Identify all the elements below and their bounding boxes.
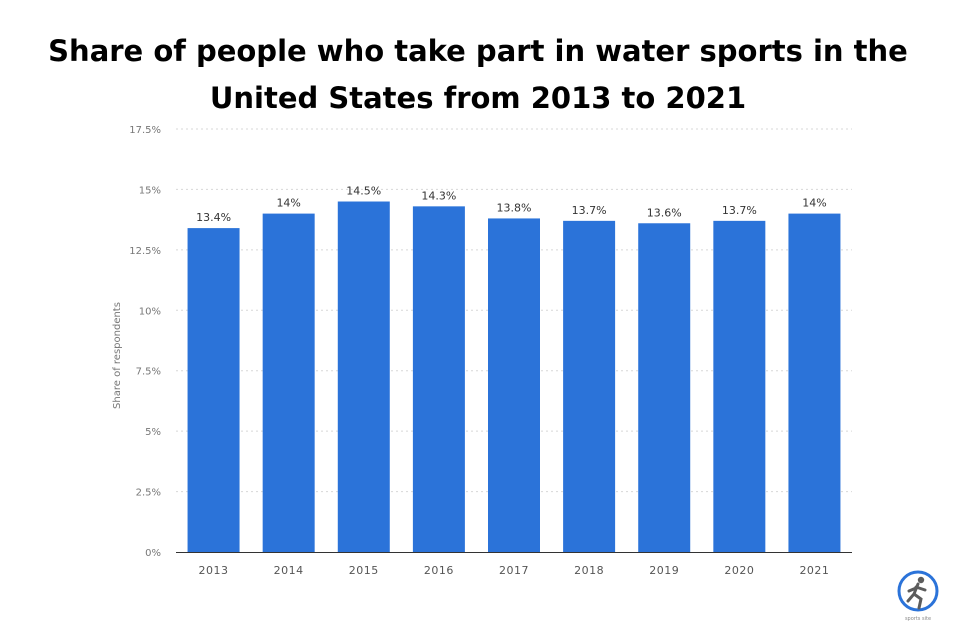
logo-caption: sports site (905, 616, 931, 622)
x-tick-label: 2015 (349, 564, 379, 577)
bar (713, 220, 766, 552)
bar (788, 213, 841, 552)
bar-value-label: 13.8% (497, 201, 532, 214)
y-tick-label: 7.5% (136, 367, 161, 378)
x-tick-label: 2021 (799, 564, 829, 577)
bar-value-label: 13.6% (647, 206, 682, 219)
bar (412, 206, 465, 552)
bar-value-label: 13.7% (572, 204, 607, 217)
x-tick-label: 2013 (199, 564, 229, 577)
y-tick-label: 5% (145, 427, 161, 438)
y-tick-label: 2.5% (136, 488, 161, 499)
x-tick-label: 2017 (499, 564, 529, 577)
value-labels: 13.4% 14% 14.5% 14.3% 13.8% 13.7% 13.6% 13.7% 14… (196, 185, 827, 225)
runner-logo-icon: sports site (897, 570, 939, 622)
bar (187, 228, 240, 553)
y-tick-label: 10% (139, 306, 161, 317)
x-tick-label: 2018 (574, 564, 604, 577)
y-tick-label: 0% (145, 548, 161, 559)
bar (262, 213, 315, 552)
y-axis-ticks: 0% 2.5% 5% 7.5% 10% 12.5% 15% 17.5% (129, 125, 161, 559)
y-axis-label: Share of respondents (112, 302, 123, 409)
x-tick-label: 2016 (424, 564, 454, 577)
x-tick-label: 2019 (649, 564, 679, 577)
x-tick-label: 2014 (274, 564, 304, 577)
chart-title: Share of people who take part in water s… (48, 34, 908, 115)
bar-value-label: 13.4% (196, 211, 231, 224)
y-tick-label: 17.5% (129, 125, 161, 136)
y-tick-label: 12.5% (129, 246, 161, 257)
x-axis-ticks: 2013 2014 2015 2016 2017 2018 2019 2020 2021 (199, 564, 829, 577)
bar (563, 220, 616, 552)
bar (337, 201, 390, 552)
bar-value-label: 13.7% (722, 204, 757, 217)
bar-value-label: 14% (802, 197, 826, 210)
y-tick-label: 15% (139, 185, 161, 196)
x-tick-label: 2020 (724, 564, 754, 577)
bar-value-label: 14% (276, 197, 300, 210)
bars (187, 201, 841, 553)
bar-value-label: 14.3% (421, 189, 456, 202)
bar-value-label: 14.5% (346, 185, 381, 198)
bar (488, 218, 540, 553)
bar (638, 223, 691, 553)
